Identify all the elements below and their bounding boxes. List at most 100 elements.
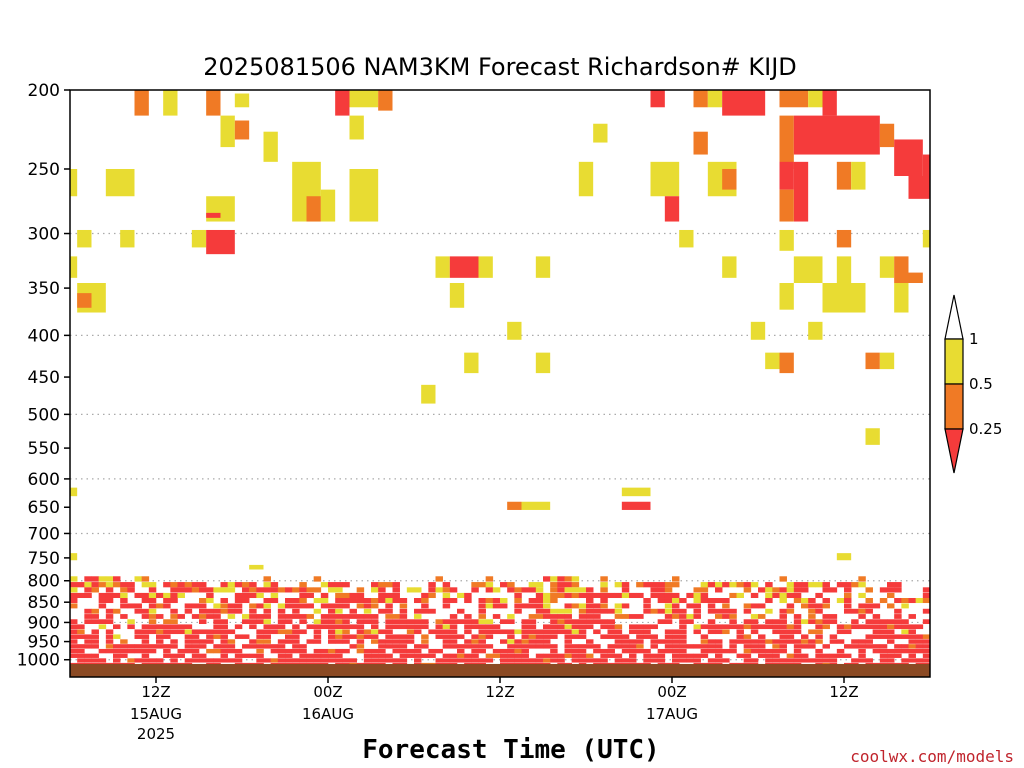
boundary-layer-cell	[672, 614, 680, 619]
boundary-layer-cell	[758, 624, 766, 630]
boundary-layer-cell	[743, 624, 752, 630]
boundary-layer-cell	[894, 582, 902, 588]
boundary-layer-cell	[901, 629, 909, 635]
boundary-layer-cell	[234, 653, 243, 658]
boundary-layer-cell	[141, 634, 150, 639]
boundary-layer-cell	[428, 608, 436, 614]
boundary-layer-cell	[342, 592, 350, 599]
boundary-layer-cell	[206, 648, 214, 654]
boundary-layer-cell	[793, 648, 802, 654]
boundary-layer-cell	[371, 624, 379, 630]
boundary-layer-cell	[578, 603, 587, 609]
data-cell	[922, 229, 930, 248]
boundary-layer-cell	[557, 608, 565, 614]
boundary-layer-cell	[492, 614, 501, 619]
boundary-layer-cell	[199, 587, 207, 593]
boundary-layer-cell	[765, 653, 773, 658]
boundary-layer-cell	[722, 608, 730, 614]
boundary-layer-cell	[442, 634, 451, 639]
boundary-layer-cell	[758, 603, 766, 609]
data-cell	[750, 321, 766, 340]
boundary-layer-cell	[163, 619, 171, 625]
boundary-layer-cell	[758, 644, 766, 649]
boundary-layer-cell	[449, 614, 458, 619]
boundary-layer-cell	[449, 644, 458, 649]
boundary-layer-cell	[887, 653, 895, 658]
boundary-layer-cell	[586, 624, 594, 630]
boundary-layer-cell	[815, 648, 823, 654]
boundary-layer-cell	[686, 658, 694, 663]
boundary-layer-cell	[464, 592, 472, 599]
boundary-layer-cell	[105, 648, 114, 654]
boundary-layer-cell	[163, 592, 171, 599]
boundary-layer-cell	[715, 658, 723, 663]
boundary-layer-cell	[643, 648, 651, 654]
boundary-layer-cell	[901, 644, 909, 649]
boundary-layer-cell	[715, 582, 723, 588]
boundary-layer-cell	[263, 619, 271, 625]
data-cell	[335, 90, 350, 116]
boundary-layer-cell	[872, 624, 881, 630]
boundary-layer-cell	[736, 639, 744, 644]
boundary-layer-cell	[385, 582, 393, 588]
boundary-layer-cell	[564, 624, 572, 630]
boundary-layer-cell	[285, 639, 293, 644]
boundary-layer-cell	[879, 648, 888, 654]
boundary-layer-cell	[91, 587, 99, 593]
boundary-layer-cell	[134, 592, 142, 599]
boundary-layer-cell	[91, 639, 99, 644]
boundary-layer-cell	[105, 644, 114, 649]
boundary-layer-cell	[586, 587, 594, 593]
boundary-layer-cell	[141, 614, 150, 619]
boundary-layer-cell	[70, 582, 78, 588]
boundary-layer-cell	[363, 614, 372, 619]
boundary-layer-cell	[908, 648, 916, 654]
boundary-layer-cell	[199, 619, 207, 625]
boundary-layer-cell	[263, 576, 271, 582]
boundary-layer-cell	[550, 629, 558, 635]
boundary-layer-cell	[722, 624, 730, 630]
data-cell	[779, 229, 794, 251]
boundary-layer-cell	[922, 644, 931, 649]
boundary-layer-cell	[801, 644, 809, 649]
boundary-layer-cell	[98, 619, 107, 625]
boundary-layer-cell	[156, 603, 164, 609]
credit-link[interactable]: coolwx.com/models	[850, 747, 1014, 766]
boundary-layer-cell	[600, 619, 608, 625]
boundary-layer-cell	[894, 587, 902, 593]
boundary-layer-cell	[299, 619, 307, 625]
boundary-layer-cell	[779, 614, 787, 619]
boundary-layer-cell	[894, 619, 902, 625]
boundary-layer-cell	[750, 648, 759, 654]
boundary-layer-cell	[815, 592, 823, 599]
boundary-layer-cell	[328, 608, 336, 614]
boundary-layer-cell	[621, 587, 630, 593]
boundary-layer-cell	[227, 608, 236, 614]
boundary-layer-cell	[865, 634, 873, 639]
boundary-layer-cell	[607, 619, 615, 625]
boundary-layer-cell	[657, 648, 666, 654]
boundary-layer-cell	[414, 658, 422, 663]
boundary-layer-cell	[879, 619, 888, 625]
boundary-layer-cell	[621, 592, 630, 599]
boundary-layer-cell	[113, 624, 121, 630]
boundary-layer-cell	[249, 614, 257, 619]
boundary-layer-cell	[421, 653, 429, 658]
boundary-layer-cell	[91, 629, 99, 635]
boundary-layer-cell	[363, 608, 372, 614]
boundary-layer-cell	[220, 598, 228, 604]
boundary-layer-cell	[858, 608, 866, 614]
boundary-layer-cell	[242, 587, 250, 593]
boundary-layer-cell	[564, 653, 572, 658]
boundary-layer-cell	[636, 614, 644, 619]
boundary-layer-cell	[485, 644, 494, 649]
boundary-layer-cell	[786, 639, 795, 644]
boundary-layer-cell	[478, 603, 486, 609]
boundary-layer-cell	[679, 648, 687, 654]
boundary-layer-cell	[428, 582, 436, 588]
boundary-layer-cell	[772, 653, 780, 658]
boundary-layer-cell	[256, 634, 264, 639]
boundary-layer-cell	[199, 629, 207, 635]
boundary-layer-cell	[428, 648, 436, 654]
